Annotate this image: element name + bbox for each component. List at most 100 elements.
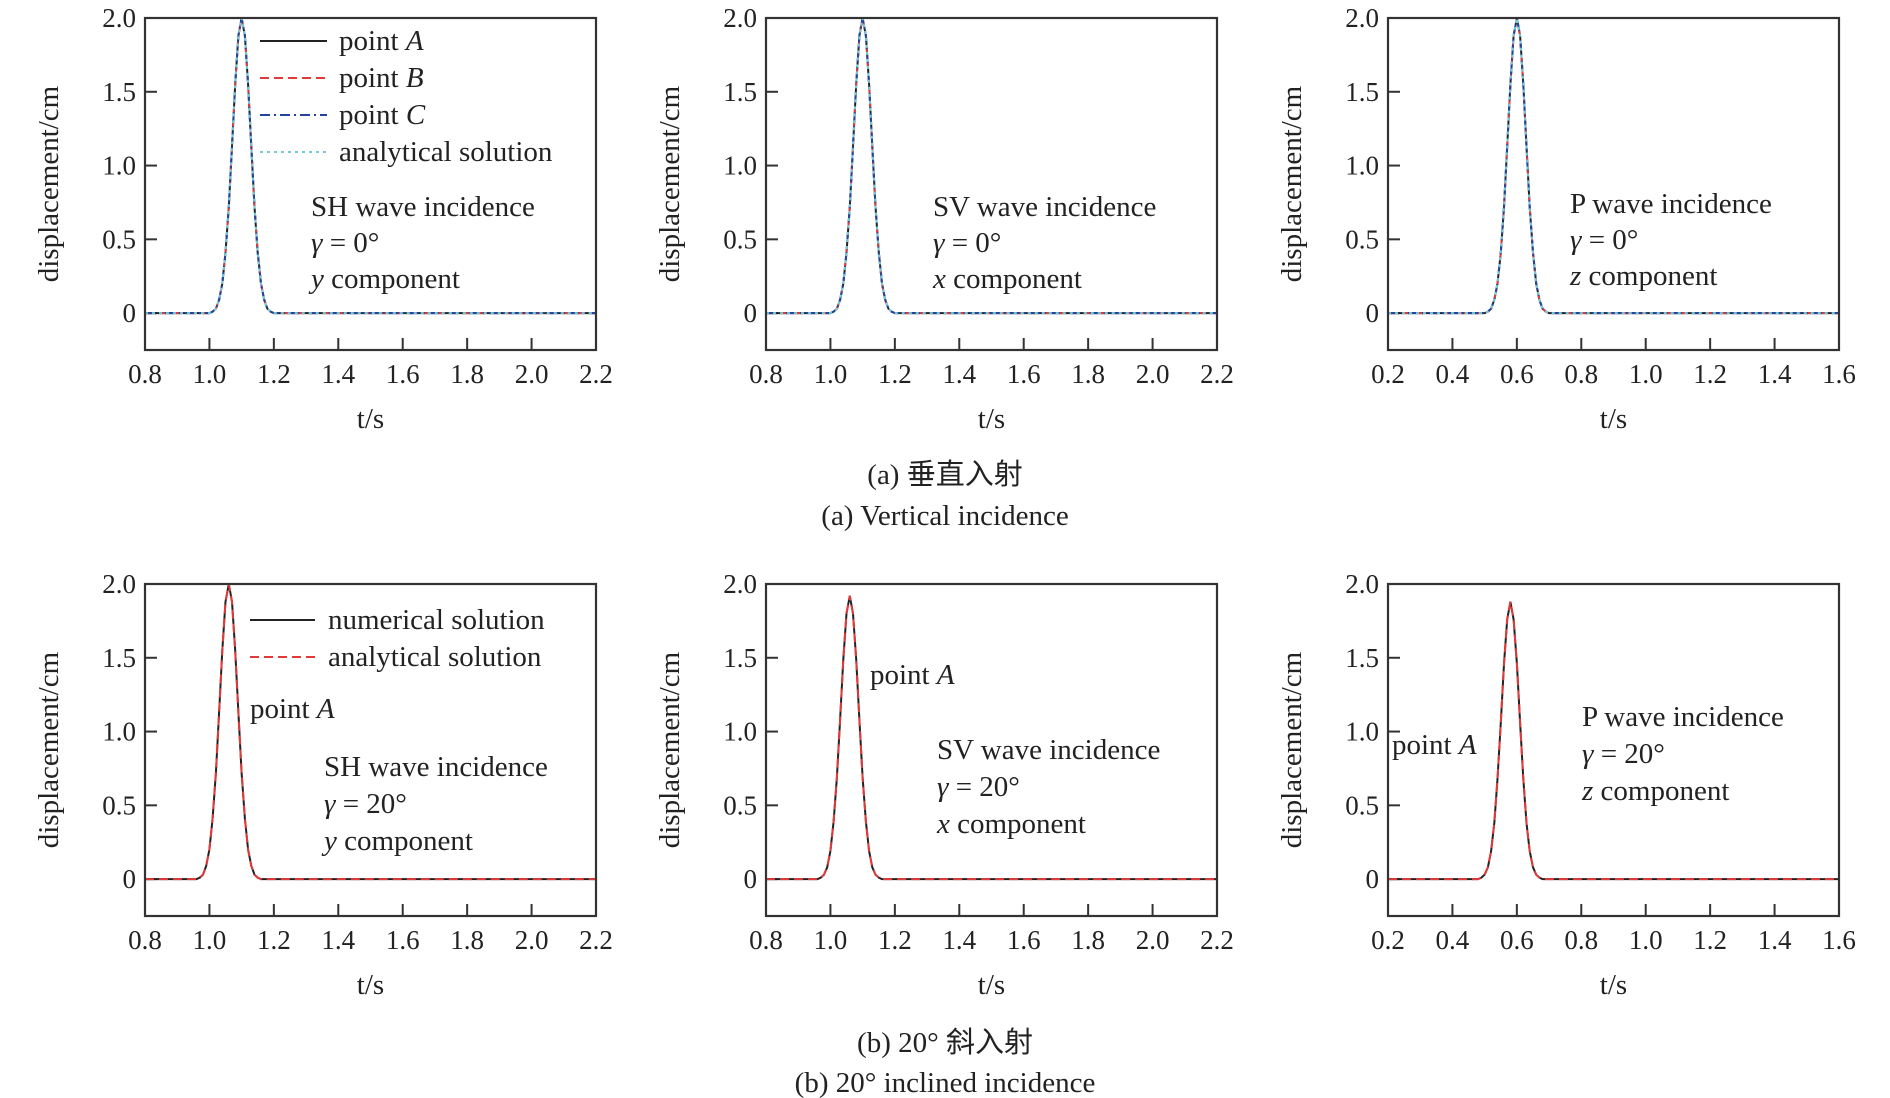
chart-4: 0.8 1.0 1.2 1.4 1.6 1.8 2.0 2.2 0 0.5 1.0 1.5 2.0 t/s… [33, 569, 613, 1001]
x-axis-label: t/s [978, 969, 1005, 1001]
y-tick-label: 0 [123, 864, 137, 894]
x-tick-label: 0.2 [1371, 359, 1405, 389]
y-tick-label: 1.0 [102, 151, 136, 181]
y-axis-label: displacement/cm [654, 85, 686, 282]
x-tick-label: 1.0 [814, 925, 848, 955]
legend-entry: numerical solution [328, 604, 545, 636]
x-tick-label: 0.8 [1564, 359, 1598, 389]
x-tick-label: 2.0 [1136, 359, 1170, 389]
x-tick-label: 1.6 [386, 359, 420, 389]
x-tick-label: 1.2 [878, 925, 912, 955]
y-tick-label: 1.0 [102, 717, 136, 747]
legend-entry: analytical solution [328, 641, 542, 673]
annotation-line: P wave incidence [1570, 188, 1772, 220]
annotation-line: SH wave incidence [311, 191, 535, 223]
annotation-line: SV wave incidence [937, 734, 1160, 766]
x-tick-label: 2.0 [515, 925, 549, 955]
legend: numerical solution analytical solution [250, 604, 545, 673]
annotation-line: γ = 20° [324, 788, 407, 820]
y-axis-label: displacement/cm [1276, 85, 1308, 282]
y-tick-label: 0.5 [723, 224, 757, 254]
plot-frame [143, 16, 598, 352]
y-axis-label: displacement/cm [1276, 651, 1308, 848]
x-tick-label: 1.0 [1629, 359, 1663, 389]
x-axis-label: t/s [1600, 403, 1627, 435]
point-label: point A [1392, 729, 1477, 761]
caption-b-cn: (b) 20° 斜入射 [857, 1026, 1033, 1059]
x-tick-label: 0.4 [1436, 359, 1470, 389]
plot-frame [1386, 582, 1841, 918]
annotation-line: γ = 20° [937, 771, 1020, 803]
annotation-line: SV wave incidence [933, 191, 1156, 223]
legend-entry: point A [339, 25, 424, 57]
x-tick-label: 1.0 [193, 925, 227, 955]
x-tick-label: 2.2 [1200, 925, 1234, 955]
chart-5: 0.8 1.0 1.2 1.4 1.6 1.8 2.0 2.2 0 0.5 1.0 1.5 2.0 t/s… [654, 569, 1234, 1001]
x-tick-label: 2.0 [515, 359, 549, 389]
x-tick-label: 1.2 [257, 925, 291, 955]
annotation-line: x component [932, 263, 1082, 295]
y-tick-label: 1.0 [723, 151, 757, 181]
y-tick-label: 1.5 [723, 643, 757, 673]
y-tick-label: 0.5 [102, 790, 136, 820]
x-tick-label: 1.8 [1071, 359, 1105, 389]
caption-a-en: (a) Vertical incidence [821, 500, 1068, 532]
y-tick-label: 1.0 [723, 717, 757, 747]
x-tick-label: 0.8 [128, 925, 162, 955]
chart-6: 0.2 0.4 0.6 0.8 1.0 1.2 1.4 1.6 0 0.5 1.0 1.5 2.0 t/s… [1276, 569, 1856, 1001]
x-tick-label: 2.2 [579, 925, 613, 955]
x-tick-label: 1.2 [257, 359, 291, 389]
annotation-line: y component [308, 263, 460, 295]
y-tick-label: 0 [123, 298, 137, 328]
chart-1: 0.8 1.0 1.2 1.4 1.6 1.8 2.0 2.2 0 0.5 1.0 1.5 2.0 t/s… [33, 3, 613, 435]
y-axis-label: displacement/cm [33, 651, 65, 848]
annotation-line: z component [1581, 775, 1729, 807]
y-tick-label: 0.5 [1345, 790, 1379, 820]
chart-2: 0.8 1.0 1.2 1.4 1.6 1.8 2.0 2.2 0 0.5 1.0 1.5 2.0 t/s… [654, 3, 1234, 435]
y-tick-label: 0.5 [1345, 224, 1379, 254]
x-tick-label: 0.8 [1564, 925, 1598, 955]
y-tick-label: 2.0 [1345, 3, 1379, 33]
x-tick-label: 0.8 [128, 359, 162, 389]
series-line-2 [1388, 601, 1839, 881]
y-tick-label: 0.5 [723, 790, 757, 820]
x-tick-label: 0.6 [1500, 359, 1534, 389]
annotation-line: γ = 20° [1582, 738, 1665, 770]
annotation-line: x component [936, 808, 1086, 840]
y-tick-label: 0 [744, 864, 758, 894]
caption-b-en: (b) 20° inclined incidence [795, 1067, 1096, 1098]
x-tick-label: 1.2 [1693, 359, 1727, 389]
y-tick-label: 2.0 [102, 569, 136, 599]
x-axis-label: t/s [357, 969, 384, 1001]
y-tick-label: 0 [1366, 298, 1380, 328]
legend-entry: analytical solution [339, 136, 553, 168]
x-tick-label: 1.4 [942, 925, 976, 955]
y-axis-label: displacement/cm [33, 85, 65, 282]
y-tick-label: 1.5 [723, 77, 757, 107]
y-tick-label: 2.0 [723, 3, 757, 33]
plot-frame [1386, 16, 1841, 352]
x-tick-label: 1.0 [814, 359, 848, 389]
y-tick-label: 0 [1366, 864, 1380, 894]
x-tick-label: 1.8 [450, 925, 484, 955]
chart-3: 0.2 0.4 0.6 0.8 1.0 1.2 1.4 1.6 0 0.5 1.0 1.5 2.0 t/s… [1276, 3, 1856, 435]
annotation-line: y component [321, 825, 473, 857]
y-tick-label: 2.0 [1345, 569, 1379, 599]
series-line-3 [1388, 17, 1839, 315]
x-tick-label: 1.4 [321, 359, 355, 389]
x-tick-label: 2.0 [1136, 925, 1170, 955]
x-tick-label: 0.4 [1436, 925, 1470, 955]
annotation-line: γ = 0° [1570, 224, 1638, 256]
y-tick-label: 1.5 [1345, 643, 1379, 673]
y-tick-label: 0.5 [102, 224, 136, 254]
x-tick-label: 1.6 [1007, 359, 1041, 389]
legend-entry: point B [339, 62, 424, 94]
x-tick-label: 1.0 [193, 359, 227, 389]
plot-frame [764, 16, 1219, 352]
x-tick-label: 1.8 [450, 359, 484, 389]
x-tick-label: 1.4 [1758, 925, 1792, 955]
x-tick-label: 1.4 [321, 925, 355, 955]
series-line-2 [766, 595, 1217, 881]
point-label: point A [870, 659, 955, 691]
